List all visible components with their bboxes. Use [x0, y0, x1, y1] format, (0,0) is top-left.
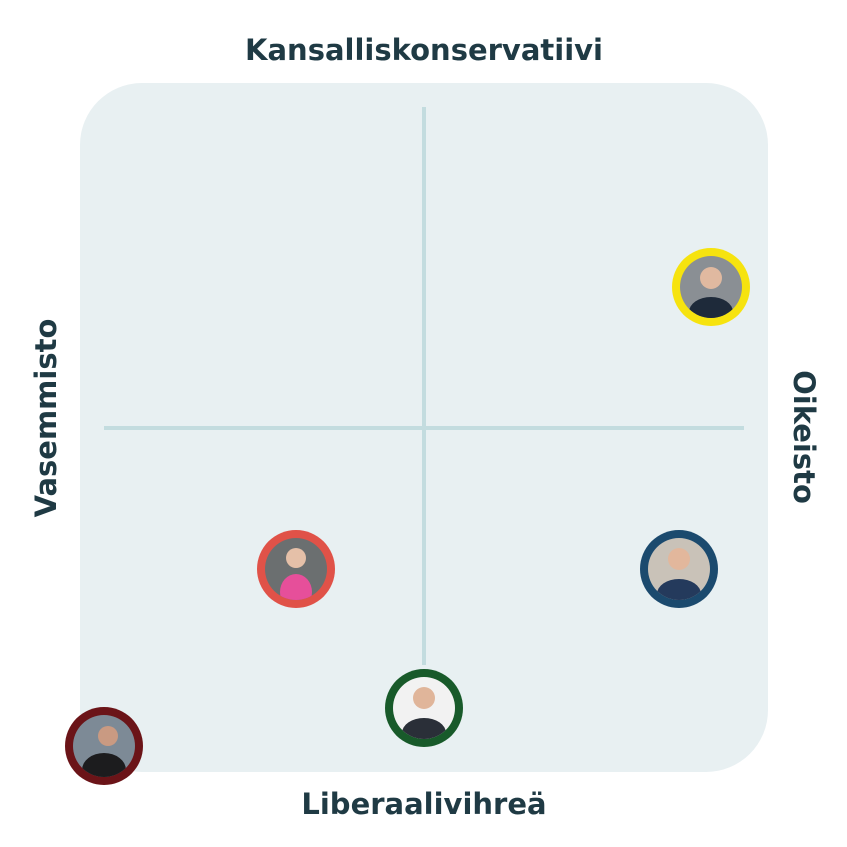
avatar: [257, 530, 335, 608]
avatar: [65, 707, 143, 785]
avatar: [385, 669, 463, 747]
top-label: Kansalliskonservatiivi: [245, 33, 603, 67]
avatar: [640, 530, 718, 608]
right-label: Oikeisto: [787, 370, 821, 504]
bottom-label: Liberaalivihreä: [301, 787, 546, 821]
left-label: Vasemmisto: [29, 319, 63, 518]
avatar: [672, 248, 750, 326]
